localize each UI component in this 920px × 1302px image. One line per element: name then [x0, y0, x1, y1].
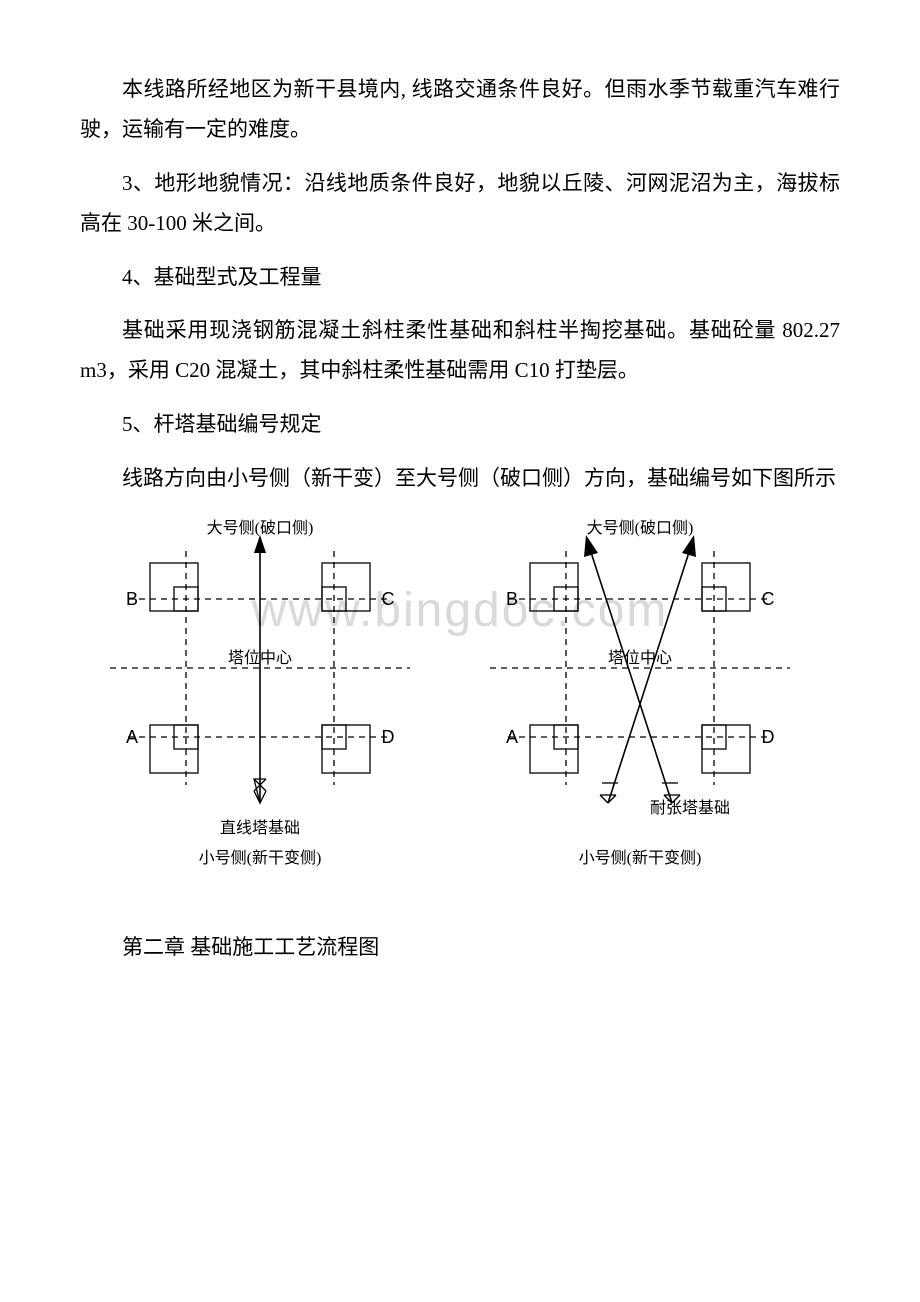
right-top-label: 大号侧(破口侧) [587, 519, 694, 537]
right-arrow2-head [584, 535, 598, 557]
right-tower-group: 大号侧(破口侧) [490, 519, 790, 867]
left-tower-group: 大号侧(破口侧) [110, 519, 410, 867]
right-label-C: C [762, 589, 775, 609]
right-bottom-label1: 耐张塔基础 [650, 799, 730, 817]
left-arrow-head [254, 535, 266, 553]
document-page: 本线路所经地区为新干县境内, 线路交通条件良好。但雨水季节载重汽车难行驶，运输有… [0, 0, 920, 1038]
right-arrow1-head [682, 535, 696, 557]
left-center-label: 塔位中心 [228, 649, 292, 667]
right-label-B: B [506, 589, 518, 609]
paragraph-3: 4、基础型式及工程量 [80, 258, 840, 298]
left-label-D: D [382, 727, 395, 747]
left-label-A: A [126, 727, 138, 747]
paragraph-2: 3、地形地貌情况：沿线地质条件良好，地貌以丘陵、河网泥沼为主，海拔标高在 30-… [80, 164, 840, 244]
right-label-D: D [762, 727, 775, 747]
left-label-C: C [382, 589, 395, 609]
left-bottom-label2: 小号侧(新干变侧) [199, 849, 322, 867]
right-label-A: A [506, 727, 518, 747]
right-bottom-label2: 小号侧(新干变侧) [579, 849, 702, 867]
left-top-label: 大号侧(破口侧) [207, 519, 314, 537]
paragraph-5: 5、杆塔基础编号规定 [80, 405, 840, 445]
diagram-svg: 大号侧(破口侧) [80, 513, 840, 893]
right-arrow2-line [588, 543, 672, 803]
paragraph-4: 基础采用现浇钢筋混凝土斜柱柔性基础和斜柱半掏挖基础。基础砼量 802.27 m3… [80, 311, 840, 391]
chapter-2-heading: 第二章 基础施工工艺流程图 [80, 928, 840, 968]
right-arrow1-line [608, 543, 692, 803]
paragraph-1: 本线路所经地区为新干县境内, 线路交通条件良好。但雨水季节载重汽车难行驶，运输有… [80, 70, 840, 150]
left-label-B: B [126, 589, 138, 609]
tower-foundation-diagram: www.bingdoc.com 大号侧(破口侧) [80, 513, 840, 898]
paragraph-6: 线路方向由小号侧（新干变）至大号侧（破口侧）方向，基础编号如下图所示 [80, 459, 840, 499]
left-bottom-label1: 直线塔基础 [220, 819, 300, 837]
right-center-label: 塔位中心 [608, 649, 672, 667]
